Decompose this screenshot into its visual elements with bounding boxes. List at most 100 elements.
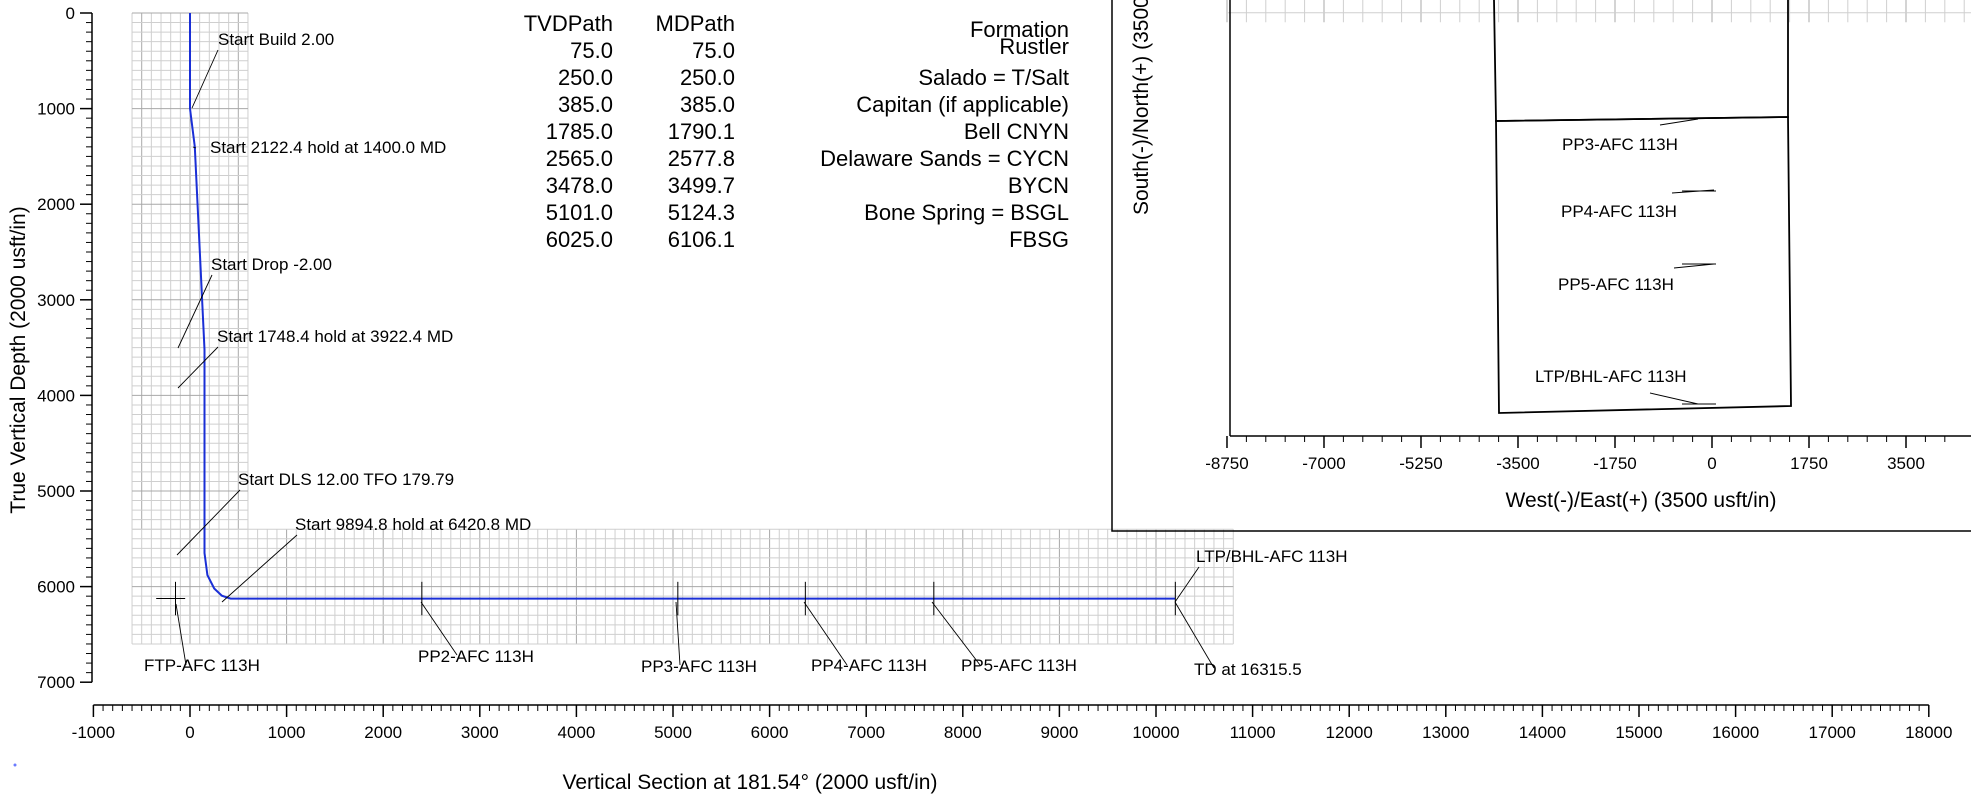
- formation-table: TVDPath MDPath Formation 75.0 75.0 Rustler 250…: [524, 11, 1069, 252]
- annotation-label: PP5-AFC 113H: [961, 656, 1077, 675]
- x-tick-label: 7000: [847, 723, 885, 742]
- annotation-label: Start 2122.4 hold at 1400.0 MD: [210, 138, 446, 157]
- table-cell-tvd: 3478.0: [546, 173, 613, 198]
- annotation-label: FTP-AFC 113H: [144, 656, 260, 675]
- plan-annotation-label: PP3-AFC 113H: [1562, 135, 1678, 154]
- plan-x-tick-label: -8750: [1205, 454, 1248, 473]
- annotation-leader: [420, 601, 458, 656]
- plan-view-y-axis-label: South(-)/North(+) (3500 usft/in): [1130, 0, 1153, 215]
- annotation-label: LTP/BHL-AFC 113H: [1196, 547, 1347, 566]
- table-cell-md: 6106.1: [668, 227, 735, 252]
- table-header-md: MDPath: [656, 11, 735, 36]
- x-tick-label: 9000: [1040, 723, 1078, 742]
- plan-view-x-axis-label: West(-)/East(+) (3500 usft/in): [1506, 489, 1777, 512]
- table-cell-md: 250.0: [680, 65, 735, 90]
- y-tick-label: 6000: [37, 578, 75, 597]
- x-tick-label: 15000: [1615, 723, 1662, 742]
- annotation-leader: [175, 603, 187, 666]
- annotation-leader: [1174, 601, 1215, 669]
- table-cell-formation: Capitan (if applicable): [856, 92, 1069, 117]
- y-tick-label: 5000: [37, 482, 75, 501]
- plan-view-inset: -3500-5250-7000-8750-10500-8750-7000-525…: [1130, 0, 1971, 512]
- x-tick-label: 8000: [944, 723, 982, 742]
- annotation-leader: [177, 346, 219, 389]
- x-tick-label: 4000: [557, 723, 595, 742]
- table-cell-md: 75.0: [692, 38, 735, 63]
- annotation-leader: [675, 601, 681, 666]
- table-cell-md: 5124.3: [668, 200, 735, 225]
- annotation-leader: [191, 49, 219, 109]
- table-cell-tvd: 2565.0: [546, 146, 613, 171]
- x-tick-label: 3000: [461, 723, 499, 742]
- annotation-label: Start 9894.8 hold at 6420.8 MD: [295, 515, 531, 534]
- table-header-formation: Formation: [970, 17, 1069, 42]
- plan-annotation-leader: [1659, 118, 1699, 126]
- x-tick-label: 1000: [268, 723, 306, 742]
- annotation-label: PP3-AFC 113H: [641, 657, 757, 676]
- x-tick-label: 0: [185, 723, 194, 742]
- plan-view-annotations: PP3-AFC 113H PP4-AFC 113H PP5-AFC 113H LTP/…: [1535, 118, 1716, 405]
- annotation-label: Start Build 2.00: [218, 30, 334, 49]
- y-tick-label: 3000: [37, 291, 75, 310]
- plan-annotation-label: PP4-AFC 113H: [1561, 202, 1677, 221]
- x-tick-label: 11000: [1230, 723, 1276, 742]
- plan-x-tick-label: 3500: [1887, 454, 1925, 473]
- vertical-section-axes: 0 1000 2000 3000 4000 5000 6000 7000 -1000 0 1000 2…: [37, 4, 1952, 742]
- x-tick-label: 13000: [1422, 723, 1469, 742]
- plan-x-tick-label: -1750: [1593, 454, 1636, 473]
- y-tick-label: 1000: [37, 100, 75, 119]
- annotation-label: PP2-AFC 113H: [418, 647, 534, 666]
- table-cell-formation: BYCN: [1008, 173, 1069, 198]
- table-cell-tvd: 75.0: [570, 38, 613, 63]
- annotation-leader: [177, 274, 213, 349]
- y-tick-label: 2000: [37, 195, 75, 214]
- table-cell-tvd: 5101.0: [546, 200, 613, 225]
- table-cell-formation: Bell CNYN: [964, 119, 1069, 144]
- table-cell-formation: FBSG: [1009, 227, 1069, 252]
- x-tick-label: 18000: [1905, 723, 1952, 742]
- plan-x-tick-label: -5250: [1399, 454, 1442, 473]
- lease-outline-south: [1495, 116, 1792, 414]
- y-tick-label: 0: [66, 4, 75, 23]
- x-tick-label: 2000: [364, 723, 402, 742]
- plan-view-frame: [1111, 0, 1971, 532]
- plan-x-tick-label: 0: [1707, 454, 1716, 473]
- plan-x-tick-label: -3500: [1496, 454, 1539, 473]
- table-cell-md: 1790.1: [668, 119, 735, 144]
- table-cell-md: 385.0: [680, 92, 735, 117]
- table-cell-tvd: 1785.0: [546, 119, 613, 144]
- table-cell-formation: Delaware Sands = CYCN: [820, 146, 1069, 171]
- annotation-label: Start Drop -2.00: [211, 255, 332, 274]
- table-cell-tvd: 6025.0: [546, 227, 613, 252]
- lease-outline-north: [1493, 0, 1789, 122]
- annotation-label: Start DLS 12.00 TFO 179.79: [238, 470, 454, 489]
- annotation-leader: [221, 534, 298, 603]
- x-tick-label: 16000: [1712, 723, 1759, 742]
- x-tick-label: 10000: [1132, 723, 1179, 742]
- annotation-leader: [192, 146, 197, 149]
- annotation-label: Start 1748.4 hold at 3922.4 MD: [217, 327, 453, 346]
- plan-annotation-leader: [1673, 263, 1715, 269]
- plan-x-tick-label: 1750: [1790, 454, 1828, 473]
- plan-annotation-leader: [1649, 392, 1699, 405]
- vertical-section-grid: [131, 12, 1234, 645]
- annotation-leader: [176, 489, 241, 556]
- table-cell-formation: Bone Spring = BSGL: [864, 200, 1069, 225]
- plan-view-lease-outline: [1493, 0, 1792, 414]
- x-tick-label: 12000: [1326, 723, 1373, 742]
- x-tick-label: 14000: [1519, 723, 1566, 742]
- plan-view-grid: [1226, 0, 1971, 23]
- table-header-tvd: TVDPath: [524, 11, 613, 36]
- table-cell-formation: Salado = T/Salt: [918, 65, 1069, 90]
- table-cell-formation: Rustler: [999, 34, 1069, 59]
- x-tick-label: 6000: [751, 723, 789, 742]
- vertical-section-x-axis-label: Vertical Section at 181.54° (2000 usft/i…: [563, 771, 938, 794]
- wellbore-path: [189, 13, 1176, 600]
- x-tick-label: 5000: [654, 723, 692, 742]
- annotation-leader: [1174, 566, 1200, 603]
- annotation-leader: [803, 601, 848, 666]
- vertical-section-series: [189, 13, 1176, 600]
- plan-view-axes: -3500-5250-7000-8750-10500-8750-7000-525…: [1205, 0, 1971, 473]
- plan-x-tick-label: -7000: [1302, 454, 1345, 473]
